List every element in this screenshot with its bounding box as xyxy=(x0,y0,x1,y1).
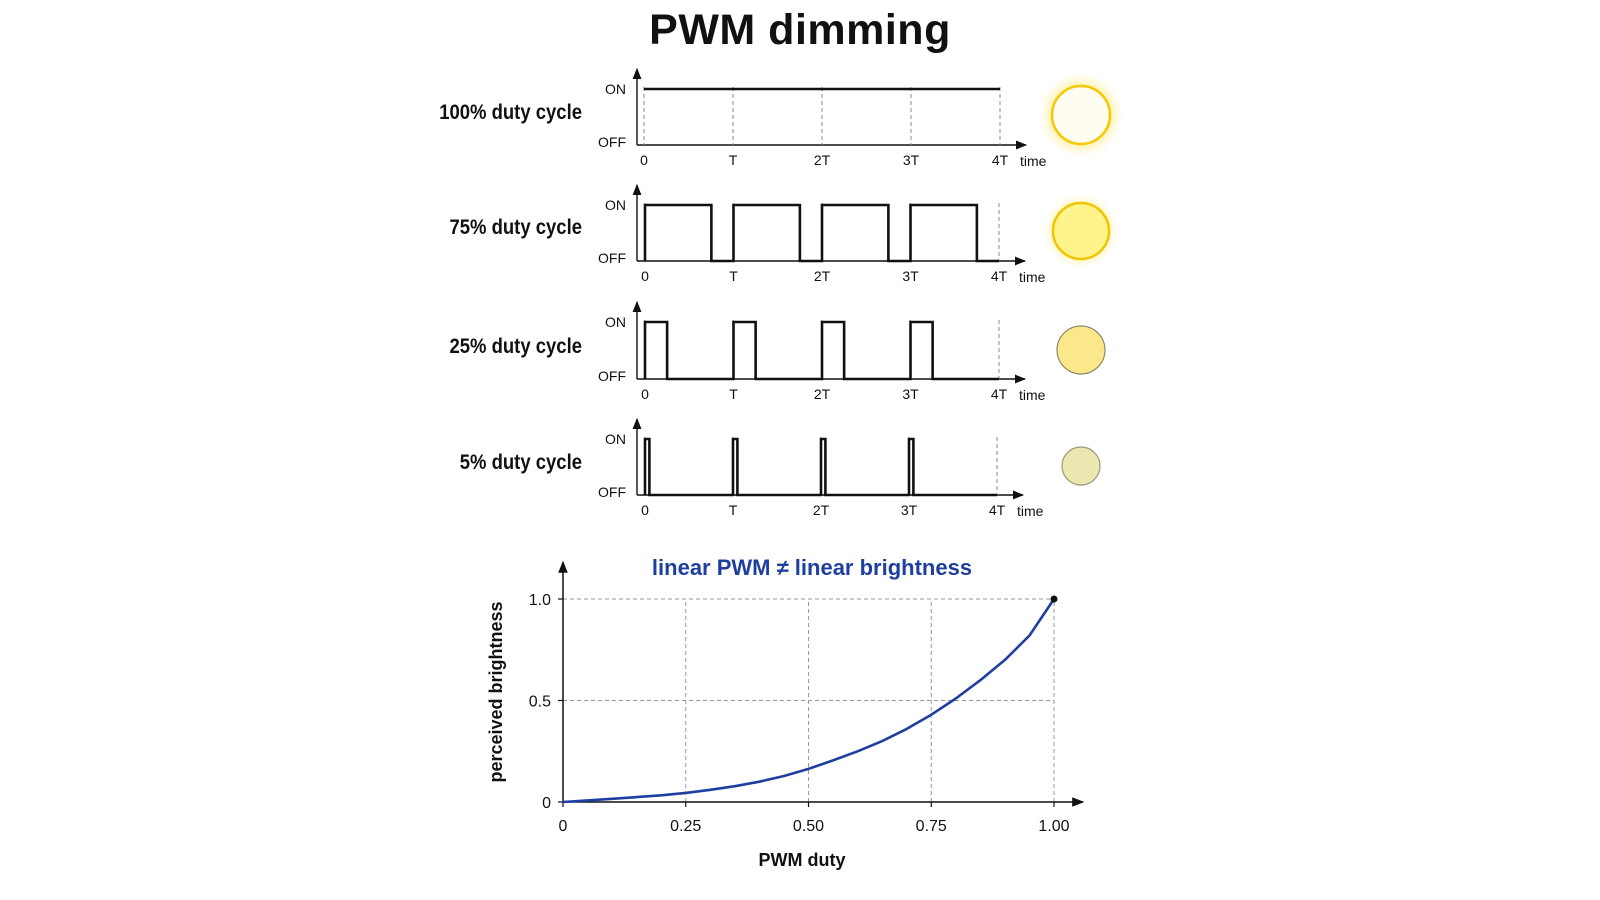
time-tick-label: 3T xyxy=(903,152,920,168)
waveform-row: ON OFF 0 T 2T 3T 4T time xyxy=(598,417,1101,519)
row-label-25: 25% duty cycle xyxy=(449,335,582,358)
brightness-indicator xyxy=(1061,446,1101,486)
pwm-waveform xyxy=(643,320,999,381)
brightness-indicator xyxy=(1050,84,1112,146)
time-tick-label: 0 xyxy=(640,152,648,168)
time-tick-label: 0 xyxy=(641,502,649,518)
time-tick-label: T xyxy=(729,152,738,168)
waveform-row: ON OFF 0 T 2T 3T 4T time xyxy=(598,300,1106,403)
time-tick-label: 4T xyxy=(991,268,1008,284)
brightness-indicator xyxy=(1051,201,1111,261)
pwm-waveform xyxy=(643,203,999,263)
chart-title: linear PWM ≠ linear brightness xyxy=(652,555,972,580)
time-tick-label: 4T xyxy=(991,386,1008,402)
time-tick-label: 4T xyxy=(992,152,1009,168)
off-label: OFF xyxy=(598,484,626,500)
off-label: OFF xyxy=(598,368,626,384)
time-tick-label: 3T xyxy=(902,386,919,402)
y-tick-label: 1.0 xyxy=(529,592,551,609)
y-tick-label: 0 xyxy=(542,795,551,812)
on-label: ON xyxy=(605,314,626,330)
waveform-row: ON OFF 0 T 2T 3T 4T time xyxy=(598,67,1124,169)
time-tick-label: 4T xyxy=(989,502,1006,518)
x-tick-label: 0.25 xyxy=(670,818,701,835)
off-label: OFF xyxy=(598,134,626,150)
row-label-5: 5% duty cycle xyxy=(459,451,582,474)
time-tick-label: 0 xyxy=(641,386,649,402)
on-label: ON xyxy=(605,81,626,97)
time-tick-label: 2T xyxy=(814,386,831,402)
time-tick-label: 0 xyxy=(641,268,649,284)
row-label-100: 100% duty cycle xyxy=(439,101,582,124)
time-axis-label: time xyxy=(1017,503,1044,519)
time-tick-label: 2T xyxy=(814,152,831,168)
time-tick-label: T xyxy=(729,386,738,402)
waveform-panels: ON OFF 0 T 2T 3T 4T time ON OFF 0 T 2T 3T 4T time ON OFF 0… xyxy=(598,67,1124,519)
time-tick-label: 3T xyxy=(902,268,919,284)
page-title: PWM dimming xyxy=(649,6,951,54)
y-tick-label: 0.5 xyxy=(529,694,551,711)
on-label: ON xyxy=(605,431,626,447)
x-axis-label: PWM duty xyxy=(759,850,846,870)
on-label: ON xyxy=(605,197,626,213)
brightness-indicator xyxy=(1056,325,1106,375)
y-axis-label: perceived brightness xyxy=(486,601,506,782)
brightness-curve xyxy=(561,597,1056,804)
endpoint-marker xyxy=(1050,595,1058,603)
time-axis-label: time xyxy=(1020,153,1047,169)
x-tick-label: 0.50 xyxy=(793,818,824,835)
x-tick-label: 0 xyxy=(559,818,568,835)
time-tick-label: 3T xyxy=(901,502,918,518)
row-label-75: 75% duty cycle xyxy=(449,216,582,239)
x-tick-label: 0.75 xyxy=(916,818,947,835)
waveform-row: ON OFF 0 T 2T 3T 4T time xyxy=(598,183,1119,285)
x-tick-label: 1.00 xyxy=(1038,818,1069,835)
time-tick-label: 2T xyxy=(814,268,831,284)
time-tick-label: T xyxy=(729,502,738,518)
time-tick-label: 2T xyxy=(813,502,830,518)
off-label: OFF xyxy=(598,250,626,266)
time-tick-label: T xyxy=(729,268,738,284)
time-axis-label: time xyxy=(1019,269,1046,285)
pwm-waveform xyxy=(643,437,997,497)
time-axis-label: time xyxy=(1019,387,1046,403)
